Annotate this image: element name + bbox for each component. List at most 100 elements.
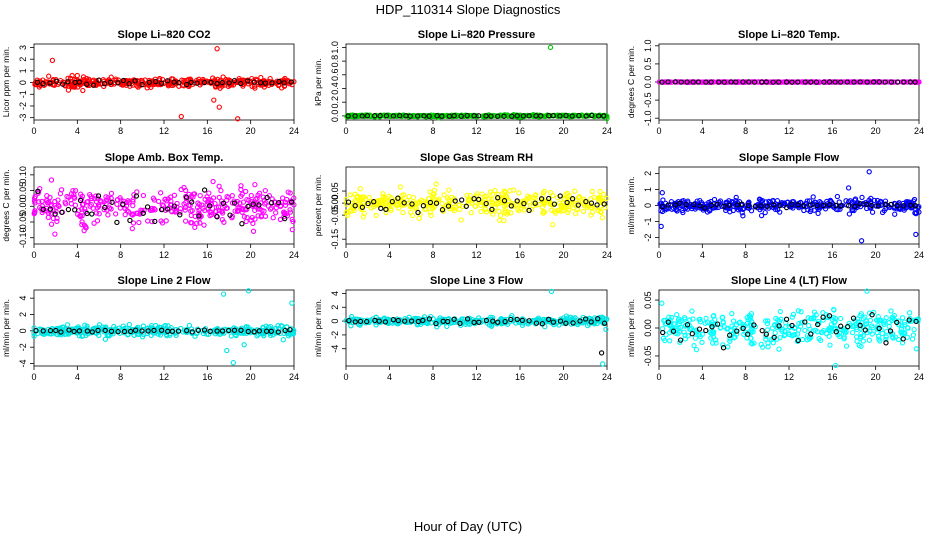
data-point <box>145 325 151 331</box>
data-point <box>699 339 705 346</box>
x-tick-label: 8 <box>118 372 123 382</box>
hourly-point <box>758 203 764 209</box>
y-tick-label: 0.0 <box>330 110 340 123</box>
data-point <box>413 315 419 322</box>
hourly-point <box>826 202 833 208</box>
x-tick-label: 0 <box>656 250 661 260</box>
hourly-point <box>538 113 544 119</box>
data-point <box>46 73 52 79</box>
data-point <box>380 193 387 200</box>
data-point <box>380 191 386 197</box>
hourly-point <box>683 201 689 208</box>
outlier-point <box>211 97 217 103</box>
hourly-point <box>183 327 190 334</box>
hourly-point <box>720 345 727 351</box>
data-point <box>858 331 864 337</box>
hourly-point <box>90 82 97 88</box>
data-point <box>129 225 135 232</box>
data-point <box>348 208 354 214</box>
data-point <box>165 196 171 202</box>
data-point <box>39 209 45 216</box>
hourly-point <box>383 206 389 213</box>
hourly-point <box>696 326 703 332</box>
hourly-point <box>894 79 901 85</box>
hourly-point <box>140 210 146 216</box>
data-point <box>589 188 595 195</box>
data-point <box>883 336 889 343</box>
data-point <box>813 312 819 318</box>
scatter-points <box>31 288 297 366</box>
y-tick-label: 2 <box>330 305 340 310</box>
figure-title: HDP_110314 Slope Diagnostics <box>376 2 561 17</box>
data-point <box>255 213 261 219</box>
data-point <box>235 205 241 211</box>
data-point <box>483 206 489 212</box>
data-point <box>548 190 554 196</box>
hourly-point <box>207 328 213 334</box>
data-point <box>862 314 868 320</box>
data-point <box>181 83 187 89</box>
hourly-point <box>546 316 552 323</box>
data-point <box>690 316 696 322</box>
data-point <box>431 196 437 202</box>
x-tick-label: 24 <box>602 250 612 260</box>
panel-title: Slope Amb. Box Temp. <box>105 152 224 164</box>
data-point <box>347 192 353 198</box>
x-tick-label: 0 <box>343 250 348 260</box>
data-point <box>482 205 488 212</box>
data-point <box>910 332 917 338</box>
hourly-point <box>139 328 145 334</box>
outlier-point <box>241 342 247 348</box>
data-point <box>691 342 697 349</box>
x-tick-label: 8 <box>743 372 748 382</box>
data-point <box>863 321 870 327</box>
data-point <box>826 333 832 339</box>
data-point <box>774 207 781 213</box>
hourly-point <box>563 112 569 119</box>
hourly-point <box>519 317 525 324</box>
data-point <box>186 202 192 208</box>
x-axis-label: Hour of Day (UTC) <box>414 519 522 534</box>
data-point <box>94 218 101 224</box>
data-point <box>674 208 680 214</box>
data-point <box>541 188 548 195</box>
hourly-point <box>146 79 152 85</box>
hourly-point <box>689 331 695 337</box>
data-point <box>854 338 860 344</box>
data-point <box>130 220 137 226</box>
data-point <box>400 209 406 216</box>
data-point <box>588 212 594 218</box>
outlier-point <box>548 288 555 295</box>
data-point <box>834 79 840 85</box>
data-point <box>291 78 297 85</box>
data-point <box>763 336 769 342</box>
hourly-point <box>577 318 583 324</box>
data-point <box>379 318 385 324</box>
hourly-point <box>862 327 868 333</box>
hourly-point <box>194 80 200 86</box>
hourly-point <box>420 317 426 324</box>
data-point <box>707 329 713 335</box>
x-tick-label: 12 <box>159 250 169 260</box>
hourly-point <box>276 78 282 85</box>
data-point <box>72 187 79 194</box>
data-point <box>878 202 884 208</box>
data-point <box>374 199 380 205</box>
data-point <box>93 198 100 205</box>
data-point <box>206 196 212 202</box>
data-point <box>108 74 114 80</box>
hourly-point <box>476 196 482 203</box>
hourly-point <box>84 210 90 217</box>
data-point <box>446 187 452 193</box>
hourly-point <box>595 316 601 322</box>
data-point <box>398 200 405 206</box>
data-point <box>107 205 113 211</box>
data-point <box>556 200 563 206</box>
hourly-point <box>251 79 257 85</box>
hourly-point <box>120 201 126 207</box>
x-tick-label: 20 <box>558 126 568 136</box>
y-axis-label: percent per min. <box>313 175 323 236</box>
y-tick-label: -2 <box>18 343 28 351</box>
data-point <box>44 197 50 204</box>
